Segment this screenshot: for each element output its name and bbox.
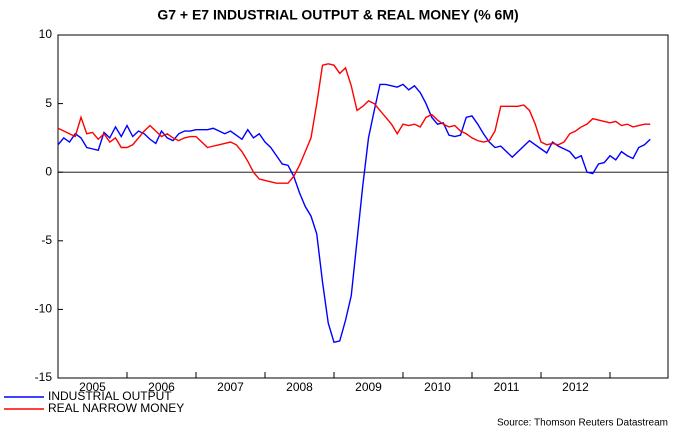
legend-label: INDUSTRIAL OUTPUT: [48, 389, 172, 403]
line-series: [57, 63, 651, 184]
x-tick-label: 2010: [424, 380, 451, 394]
x-tick-label: 2008: [286, 380, 313, 394]
chart-title: G7 + E7 INDUSTRIAL OUTPUT & REAL MONEY (…: [157, 7, 518, 23]
y-tick-label: 10: [39, 27, 53, 41]
source-note: Source: Thomson Reuters Datastream: [497, 418, 668, 429]
legend-label: REAL NARROW MONEY: [48, 401, 184, 415]
x-tick-label: 2011: [494, 380, 520, 394]
x-tick-label: 2007: [217, 380, 244, 394]
y-tick-label: -5: [41, 233, 52, 247]
y-tick-label: -10: [35, 302, 53, 316]
x-tick-label: 2009: [355, 380, 382, 394]
y-tick-label: 5: [45, 96, 52, 110]
plot-frame: [57, 34, 669, 379]
x-tick-label: 2005: [79, 380, 106, 394]
x-tick-label: 2006: [148, 380, 175, 394]
y-tick-label: -15: [35, 370, 53, 384]
x-tick-label: 2012: [562, 380, 589, 394]
y-tick-label: 0: [45, 164, 52, 178]
